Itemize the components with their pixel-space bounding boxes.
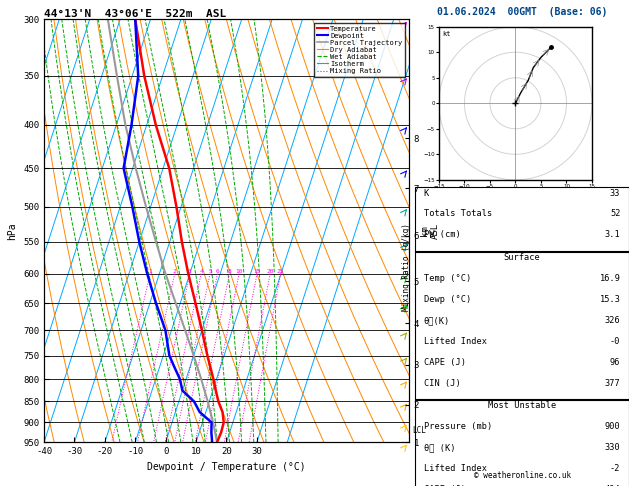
Text: 96: 96 bbox=[610, 358, 620, 367]
Text: 10: 10 bbox=[235, 269, 243, 274]
Text: Lifted Index: Lifted Index bbox=[424, 464, 487, 473]
Text: 25: 25 bbox=[277, 269, 284, 274]
Text: 330: 330 bbox=[604, 443, 620, 452]
Text: 16.9: 16.9 bbox=[599, 274, 620, 283]
Text: 15: 15 bbox=[253, 269, 261, 274]
Text: θᴄ (K): θᴄ (K) bbox=[424, 443, 455, 452]
Text: PW (cm): PW (cm) bbox=[424, 230, 460, 240]
Text: Surface: Surface bbox=[504, 253, 540, 262]
Bar bbox=[415, 187, 629, 252]
Text: 1: 1 bbox=[148, 269, 152, 274]
Text: -2: -2 bbox=[610, 464, 620, 473]
Text: Temp (°C): Temp (°C) bbox=[424, 274, 471, 283]
Text: CAPE (J): CAPE (J) bbox=[424, 485, 465, 486]
Text: -0: -0 bbox=[610, 337, 620, 346]
Text: Lifted Index: Lifted Index bbox=[424, 337, 487, 346]
Text: CIN (J): CIN (J) bbox=[424, 379, 460, 388]
Text: 900: 900 bbox=[604, 422, 620, 432]
Text: 8: 8 bbox=[228, 269, 231, 274]
Text: 01.06.2024  00GMT  (Base: 06): 01.06.2024 00GMT (Base: 06) bbox=[437, 7, 607, 17]
Text: 2: 2 bbox=[173, 269, 177, 274]
Text: © weatheronline.co.uk: © weatheronline.co.uk bbox=[474, 471, 571, 480]
Text: 20: 20 bbox=[267, 269, 274, 274]
Text: 5: 5 bbox=[208, 269, 212, 274]
Text: 52: 52 bbox=[610, 209, 620, 219]
Text: K: K bbox=[424, 189, 429, 198]
Text: 326: 326 bbox=[604, 316, 620, 325]
Text: 15.3: 15.3 bbox=[599, 295, 620, 304]
Text: 494: 494 bbox=[604, 485, 620, 486]
X-axis label: Dewpoint / Temperature (°C): Dewpoint / Temperature (°C) bbox=[147, 462, 306, 472]
Text: Most Unstable: Most Unstable bbox=[488, 401, 556, 411]
Text: Mixing Ratio (g/kg): Mixing Ratio (g/kg) bbox=[402, 224, 411, 311]
Y-axis label: km
ASL: km ASL bbox=[420, 223, 440, 239]
Text: Totals Totals: Totals Totals bbox=[424, 209, 492, 219]
Text: 6: 6 bbox=[216, 269, 220, 274]
Text: 44°13'N  43°06'E  522m  ASL: 44°13'N 43°06'E 522m ASL bbox=[44, 9, 226, 18]
Text: 4: 4 bbox=[199, 269, 203, 274]
Bar bbox=[415, 399, 629, 486]
Text: 3: 3 bbox=[188, 269, 192, 274]
Text: Pressure (mb): Pressure (mb) bbox=[424, 422, 492, 432]
Text: Dewp (°C): Dewp (°C) bbox=[424, 295, 471, 304]
Legend: Temperature, Dewpoint, Parcel Trajectory, Dry Adiabat, Wet Adiabat, Isotherm, Mi: Temperature, Dewpoint, Parcel Trajectory… bbox=[314, 23, 405, 77]
Text: kt: kt bbox=[442, 31, 450, 37]
Text: CAPE (J): CAPE (J) bbox=[424, 358, 465, 367]
Text: 377: 377 bbox=[604, 379, 620, 388]
Y-axis label: hPa: hPa bbox=[8, 222, 18, 240]
Text: LCL: LCL bbox=[413, 426, 426, 435]
Text: θᴄ(K): θᴄ(K) bbox=[424, 316, 450, 325]
Text: 33: 33 bbox=[610, 189, 620, 198]
Bar bbox=[415, 251, 629, 400]
Text: 3.1: 3.1 bbox=[604, 230, 620, 240]
